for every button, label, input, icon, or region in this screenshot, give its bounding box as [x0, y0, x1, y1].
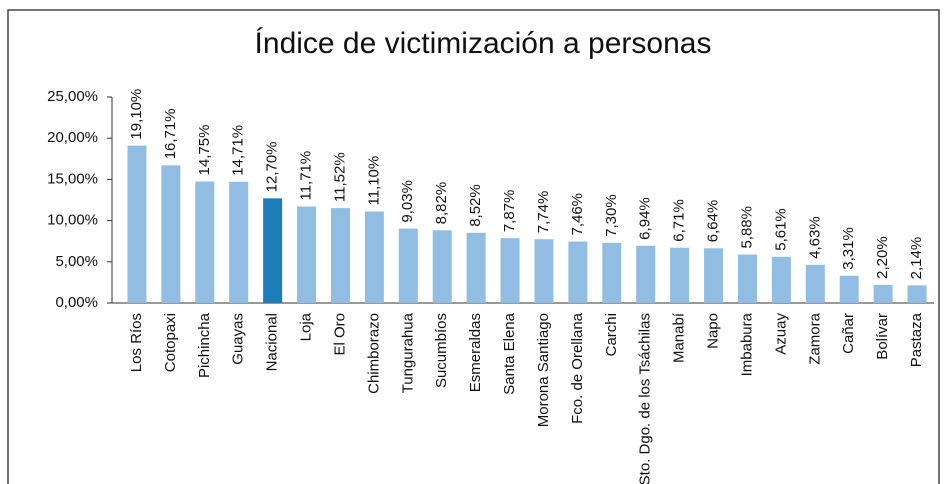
y-tick-label: 20,00% [47, 129, 98, 146]
y-tick-label: 5,00% [55, 253, 98, 270]
value-label: 8,52% [467, 184, 484, 227]
x-tick-label: Sto. Dgo. de los Tsáchilas [637, 313, 654, 484]
value-label: 2,14% [908, 237, 925, 280]
x-tick-label: Imbabura [738, 312, 755, 376]
x-tick-label: Manabí [671, 312, 688, 363]
value-label: 14,71% [230, 125, 247, 176]
x-tick-label: Los Ríos [128, 313, 145, 372]
x-tick-label: Bolívar [874, 313, 891, 360]
y-tick-label: 25,00% [47, 88, 98, 105]
x-tick-label: Morona Santiago [535, 313, 552, 427]
bar [771, 256, 791, 303]
bar [330, 208, 350, 303]
bar [839, 275, 859, 303]
value-label: 11,52% [331, 152, 348, 202]
bar [500, 238, 520, 303]
y-tick-label: 10,00% [47, 212, 98, 229]
value-label: 6,71% [671, 199, 688, 242]
value-label: 14,75% [196, 125, 213, 176]
value-label: 6,94% [637, 197, 654, 240]
chart-title: Índice de victimización a personas [255, 27, 712, 60]
bar [636, 245, 656, 303]
y-tick-label: 15,00% [47, 170, 98, 187]
value-label: 7,46% [569, 193, 586, 236]
x-tick-label: Fco. de Orellana [569, 312, 586, 424]
x-tick-label: Esmeraldas [467, 313, 484, 392]
bar [704, 248, 724, 303]
bar [805, 264, 825, 303]
x-tick-label: Pichincha [196, 312, 213, 378]
value-label: 6,64% [705, 200, 722, 243]
x-tick-label: Napo [705, 313, 722, 349]
frame [7, 9, 940, 484]
x-tick-label: Loja [298, 312, 315, 341]
bar [602, 242, 622, 303]
value-label: 16,71% [162, 108, 179, 159]
x-tick-label: Cotopaxi [162, 313, 179, 372]
x-tick-label: Carchi [603, 313, 620, 356]
bar [432, 230, 452, 303]
x-tick-label: Zamora [806, 312, 823, 364]
bar [737, 254, 757, 303]
value-label: 5,61% [772, 208, 789, 251]
bar [907, 285, 927, 303]
value-label: 3,31% [840, 227, 857, 270]
x-tick-label: Sucumbíos [433, 313, 450, 388]
bar [161, 165, 181, 303]
bar [670, 247, 690, 303]
bar [466, 232, 486, 303]
value-label: 8,82% [433, 182, 450, 225]
bar [534, 239, 554, 303]
y-tick-label: 0,00% [55, 294, 98, 311]
x-tick-label: Pastaza [908, 312, 925, 367]
value-label: 7,87% [501, 190, 518, 233]
bar [398, 228, 418, 303]
value-label: 12,70% [264, 141, 281, 192]
x-tick-label: Azuay [772, 313, 789, 355]
x-tick-label: Cañar [840, 313, 857, 354]
bar [195, 181, 215, 303]
value-label: 19,10% [128, 89, 145, 140]
value-label: 7,74% [535, 191, 552, 234]
value-label: 4,63% [806, 216, 823, 259]
x-tick-label: Guayas [230, 313, 247, 365]
bar [873, 284, 893, 303]
bar [263, 198, 283, 303]
value-label: 11,71% [298, 151, 315, 201]
value-label: 11,10% [365, 156, 382, 206]
x-tick-label: El Oro [331, 313, 348, 356]
bar [229, 181, 249, 303]
value-label: 5,88% [738, 206, 755, 249]
x-tick-label: Santa Elena [501, 312, 518, 394]
value-label: 9,03% [399, 180, 416, 223]
bar [568, 241, 588, 303]
bar [127, 145, 147, 303]
x-tick-label: Chimborazo [365, 313, 382, 394]
bar [297, 206, 317, 303]
x-tick-label: Nacional [264, 313, 281, 371]
bar [364, 211, 384, 303]
value-label: 2,20% [874, 236, 891, 279]
value-label: 7,30% [603, 194, 620, 237]
x-tick-label: Tungurahua [399, 312, 416, 393]
